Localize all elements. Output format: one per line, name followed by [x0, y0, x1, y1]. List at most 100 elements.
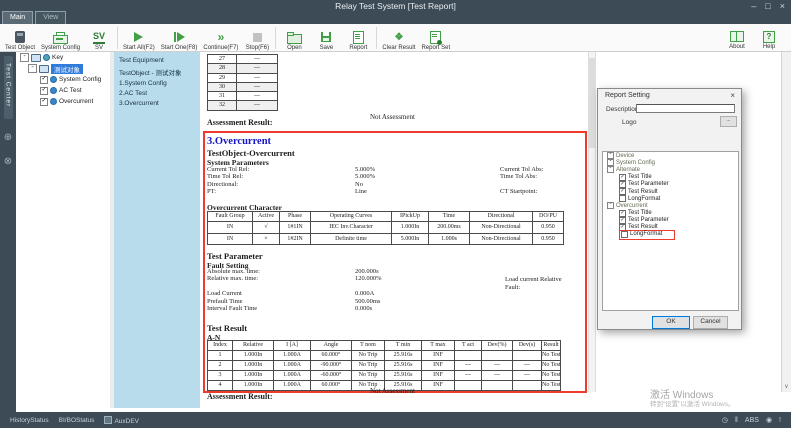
collapse-icon[interactable]: - — [607, 201, 614, 210]
report-nav-item[interactable]: 2.AC Test — [119, 89, 148, 97]
collapse-icon[interactable]: - — [20, 53, 29, 62]
table-cell: --- — [236, 63, 278, 74]
checkbox-checked[interactable]: ✓ — [619, 180, 626, 188]
parameter-label: Absolute max. time: — [207, 268, 260, 275]
dialog-tree-item[interactable]: - System Config — [603, 158, 738, 167]
stop-label: Stop(F6) — [245, 44, 270, 51]
table-cell: 1.000s — [428, 232, 470, 245]
save-button[interactable]: Save — [310, 25, 342, 51]
dialog-tree-item[interactable]: LongFormat — [603, 229, 738, 240]
tree-root-row[interactable]: - Key — [16, 52, 110, 63]
collapse-icon[interactable]: - — [607, 152, 614, 160]
ok-button[interactable]: OK — [652, 316, 690, 329]
parameter-label: Directional: — [207, 180, 239, 188]
panel-splitter[interactable] — [110, 52, 114, 408]
sv-button[interactable]: SV SV — [83, 25, 115, 51]
parameter-label: PT: — [207, 188, 217, 196]
minimize-button[interactable]: – — [751, 1, 757, 11]
table-cell: 1#1IN — [279, 221, 311, 234]
tab-main[interactable]: Main — [2, 11, 34, 24]
start-one-button[interactable]: Start One(F8) — [158, 25, 201, 51]
checkbox-checked[interactable]: ✓ — [619, 216, 626, 224]
collapse-icon[interactable]: - — [607, 165, 614, 174]
module-icon — [50, 76, 57, 83]
column-header: Index — [207, 340, 233, 351]
logo-browse-button[interactable]: ... — [720, 116, 737, 127]
scroll-down-icon[interactable]: ∨ — [784, 384, 789, 390]
checkbox-checked[interactable]: ✓ — [40, 97, 48, 106]
dialog-tree-item[interactable]: ✓ Test Parameter — [603, 216, 738, 224]
clear-result-button[interactable]: ❖ Clear Result — [379, 25, 418, 51]
report-nav-item[interactable]: TestObject - 测试对象 — [119, 69, 182, 77]
about-icon — [730, 31, 744, 42]
dialog-tree-item[interactable]: ✓ Test Result — [603, 188, 738, 196]
dialog-tree-label: System Config — [616, 159, 656, 166]
dialog-tree-label: Test Parameter — [628, 217, 669, 224]
table-cell — [454, 349, 482, 361]
checkbox-unchecked[interactable] — [619, 195, 626, 203]
report-set-button[interactable]: Report Set — [418, 25, 453, 51]
continue-button[interactable]: » Continue(F7) — [200, 25, 241, 51]
window-scrollbar[interactable]: ∨ — [781, 52, 791, 392]
dialog-tree-item[interactable]: - Overcurrent — [603, 201, 738, 210]
dialog-tree-item[interactable]: ✓ Test Title — [603, 209, 738, 217]
dialog-tree-item[interactable]: - Alternate — [603, 165, 738, 174]
report-scrollbar[interactable] — [588, 52, 596, 392]
report-nav-item[interactable]: 3.Overcurrent — [119, 99, 159, 107]
dialog-tree-item[interactable]: ✓ Test Parameter — [603, 180, 738, 188]
about-label: About — [729, 44, 745, 50]
bibo-status[interactable]: BI/BOStatus — [58, 416, 95, 424]
auxdev-status[interactable]: AuxDEV — [104, 415, 139, 425]
table-cell: INF — [421, 379, 455, 391]
checkbox-checked[interactable]: ✓ — [619, 173, 626, 181]
close-button[interactable]: × — [779, 1, 785, 11]
system-config-button[interactable]: System Config — [38, 25, 83, 51]
description-input[interactable] — [636, 104, 735, 113]
collapse-icon[interactable]: - — [28, 64, 37, 73]
dialog-tree-item[interactable]: ✓ Test Title — [603, 173, 738, 181]
tab-view[interactable]: View — [35, 11, 67, 24]
test-tree-panel: - Key - 测试对象 ✓ System Config ✓ AC Test ✓… — [16, 52, 111, 408]
test-center-tab[interactable]: Test Center — [3, 56, 13, 120]
table-cell: IN — [207, 232, 253, 245]
checkbox-checked[interactable]: ✓ — [40, 75, 48, 84]
tree-root-label: Key — [52, 54, 64, 61]
maximize-button[interactable]: □ — [765, 1, 771, 11]
dialog-tree-item[interactable]: LongFormat — [603, 195, 738, 203]
table-cell: No Trip — [351, 349, 385, 361]
checkbox-checked[interactable]: ✓ — [40, 86, 48, 95]
checkbox-checked[interactable]: ✓ — [619, 188, 626, 196]
abs-indicator: ABS — [744, 416, 759, 424]
table-cell: 0.950 — [532, 232, 564, 245]
history-status[interactable]: HistoryStatus — [10, 416, 49, 424]
report-button[interactable]: Report — [342, 25, 374, 51]
table-cell: -60.000° — [310, 369, 352, 381]
open-button[interactable]: Open — [278, 25, 310, 51]
tree-item-system-config[interactable]: ✓ System Config — [16, 74, 110, 85]
dialog-tree-item[interactable]: - Device — [603, 152, 738, 160]
tree-item-ac-test[interactable]: ✓ AC Test — [16, 85, 110, 96]
collapse-icon[interactable]: - — [607, 158, 614, 167]
stop-icon — [252, 32, 262, 42]
parameter-label: Interval Fault Time — [207, 304, 258, 312]
assessment-label: Assessment Result: — [207, 118, 273, 127]
cancel-button[interactable]: Cancel — [693, 316, 728, 329]
report-nav-item[interactable]: 1.System Config — [119, 79, 167, 87]
report-nav-item[interactable]: Test Equipment — [119, 56, 164, 64]
stop-button[interactable]: Stop(F6) — [241, 25, 273, 51]
checkbox-unchecked[interactable] — [621, 230, 628, 238]
remove-icon[interactable]: ⊗ — [3, 156, 13, 168]
tree-item-overcurrent[interactable]: ✓ Overcurrent — [16, 96, 110, 107]
table-cell: --- — [236, 72, 278, 83]
dialog-close-icon[interactable]: × — [730, 91, 735, 100]
start-all-button[interactable]: Start All(F2) — [120, 25, 158, 51]
test-object-button[interactable]: Test Object — [2, 25, 38, 51]
checkbox-checked[interactable]: ✓ — [619, 209, 626, 217]
overcurrent-character-table: Fault Group Active Phase Operating Curves IP… — [207, 211, 564, 245]
auxdev-icon — [104, 415, 113, 424]
help-button[interactable]: ? Help — [753, 24, 785, 50]
start-all-label: Start All(F2) — [123, 44, 155, 51]
add-icon[interactable]: ⊕ — [3, 132, 13, 144]
about-button[interactable]: About — [721, 24, 753, 50]
tree-selected-row[interactable]: - 测试对象 — [16, 63, 110, 74]
